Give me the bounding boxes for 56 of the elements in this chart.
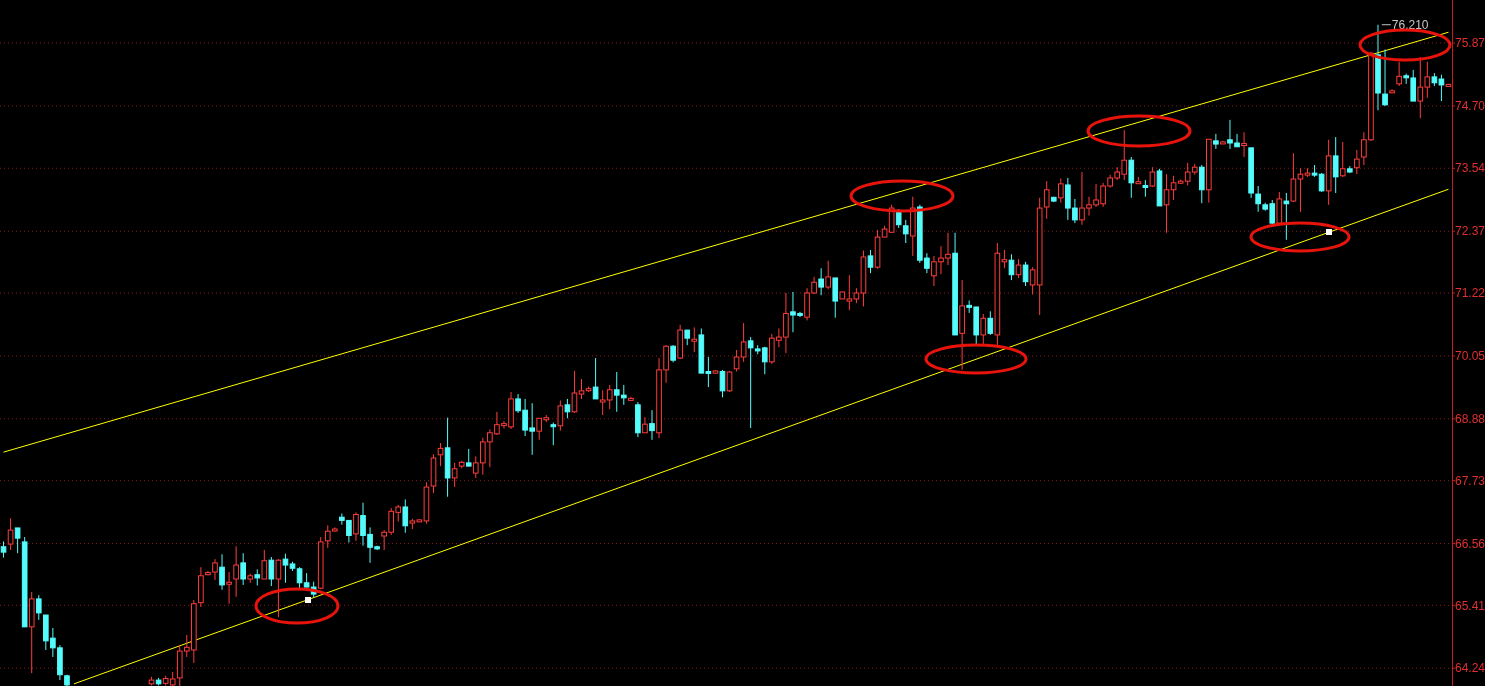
candlestick <box>7 517 14 551</box>
candlestick <box>437 442 444 467</box>
y-tick-label: 68.88 <box>1455 412 1485 426</box>
candlestick <box>282 553 289 584</box>
candlestick <box>557 400 564 432</box>
candlestick <box>1008 253 1015 281</box>
candlestick <box>353 511 359 542</box>
annotation: 76.210 <box>1391 17 1429 32</box>
candlestick <box>1057 177 1064 204</box>
candlestick <box>1339 141 1346 178</box>
candlestick <box>578 378 585 400</box>
candlestick <box>818 267 824 296</box>
candlestick <box>1283 192 1290 241</box>
y-tick-label: 71.22 <box>1455 286 1485 301</box>
candlestick <box>987 310 994 336</box>
candlestick <box>261 549 268 580</box>
candlestick <box>747 336 754 429</box>
candlestick <box>1396 61 1402 87</box>
y-tick-label: 70.05 <box>1455 349 1485 364</box>
candlestick <box>867 249 874 274</box>
candlestick <box>240 552 246 586</box>
candlestick <box>691 326 698 353</box>
candlestick <box>226 571 232 605</box>
candlestick <box>1354 149 1360 175</box>
candlestick <box>233 545 239 598</box>
candlestick <box>550 422 557 446</box>
y-tick-label: 64.24 <box>1455 661 1485 676</box>
candlestick <box>832 277 839 319</box>
candlestick <box>1241 131 1247 158</box>
candlestick <box>14 527 21 554</box>
candlestick <box>1128 156 1135 199</box>
candlestick <box>649 409 655 441</box>
y-tick-label: 66.56 <box>1455 536 1485 551</box>
y-tick-label: 74.70 <box>1455 99 1485 114</box>
y-tick-label: 75.87 <box>1455 36 1485 51</box>
candlestick <box>571 370 578 414</box>
y-tick-label: 72.37 <box>1455 224 1485 239</box>
candlestick <box>1213 133 1219 150</box>
y-tick-label: 73.54 <box>1455 161 1485 176</box>
candlestick <box>825 260 832 290</box>
candlestick <box>402 498 409 534</box>
candlestick <box>275 558 282 618</box>
candlestick <box>592 357 599 400</box>
candlestick <box>980 313 987 345</box>
y-tick-label: 65.41 <box>1455 598 1485 613</box>
y-tick-label: 67.73 <box>1455 473 1485 488</box>
candlestick <box>902 219 909 244</box>
candlestick <box>219 553 225 591</box>
candlestick <box>451 462 458 488</box>
candlestick <box>1198 164 1205 204</box>
candlestick <box>1022 261 1029 287</box>
candlestick <box>1015 258 1022 279</box>
candlestick <box>1332 136 1339 194</box>
candlestick <box>268 556 275 587</box>
candlestick <box>564 398 571 419</box>
candlestick <box>35 594 42 621</box>
